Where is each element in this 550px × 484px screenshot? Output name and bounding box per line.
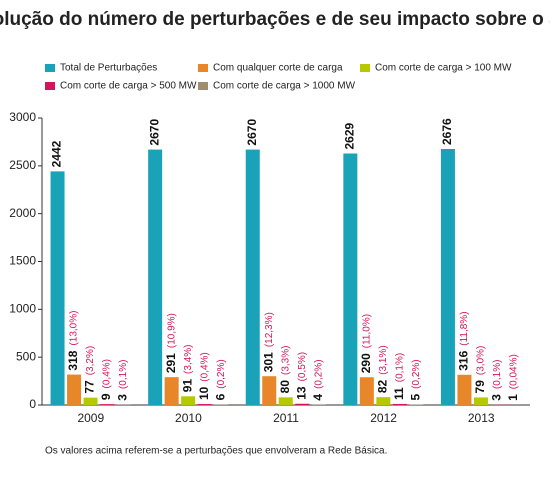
share-label: (3,1%) — [378, 345, 389, 374]
share-label: (0,2%) — [216, 359, 227, 388]
share-label: (0,1%) — [118, 360, 129, 389]
bar — [67, 375, 81, 405]
value-label: 9 — [99, 393, 113, 400]
bar — [360, 377, 374, 405]
y-tick-label: 500 — [16, 349, 36, 363]
bar — [343, 153, 357, 405]
value-label: 4 — [311, 394, 325, 401]
bar — [441, 149, 455, 405]
legend-swatch — [198, 64, 208, 72]
share-label: (0,1%) — [394, 353, 405, 382]
value-label: 77 — [83, 380, 97, 394]
footnote: Os valores acima referem-se a perturbaçõ… — [45, 446, 387, 457]
share-label: (12,3%) — [264, 312, 275, 347]
value-label: 2676 — [440, 118, 454, 145]
share-label: (3,4%) — [183, 344, 194, 373]
bar — [51, 171, 65, 405]
value-label: 5 — [409, 394, 423, 401]
value-label: 13 — [294, 386, 308, 400]
share-label: (0,04%) — [509, 354, 520, 389]
x-tick-label: 2012 — [370, 411, 397, 425]
value-label: 91 — [180, 379, 194, 393]
legend-label: Com corte de carga > 1000 MW — [213, 81, 356, 92]
value-label: 10 — [197, 386, 211, 400]
legend-label: Com qualquer corte de carga — [213, 63, 343, 74]
share-label: (11,0%) — [361, 314, 372, 348]
value-label: 316 — [457, 350, 471, 370]
y-tick-label: 2500 — [9, 158, 36, 172]
value-label: 82 — [376, 379, 390, 393]
y-tick-label: 1000 — [9, 302, 36, 316]
x-tick-label: 2009 — [77, 411, 104, 425]
value-label: 6 — [213, 393, 227, 400]
value-label: 301 — [261, 352, 275, 372]
bar — [393, 404, 407, 405]
bar — [214, 404, 228, 405]
bar — [148, 150, 162, 405]
bar — [376, 397, 390, 405]
share-label: (11,8%) — [459, 311, 470, 345]
share-label: (0,1%) — [492, 360, 503, 389]
value-label: 79 — [473, 380, 487, 394]
bar — [100, 404, 114, 405]
value-label: 80 — [278, 380, 292, 394]
value-label: 1 — [506, 394, 520, 401]
share-label: (3,2%) — [85, 346, 96, 375]
legend-swatch — [45, 82, 55, 90]
bar — [181, 396, 195, 405]
legend-label: Com corte de carga > 100 MW — [375, 63, 512, 74]
chart-title: Evolução do número de perturbações e de … — [0, 9, 550, 30]
share-label: (13,0%) — [69, 311, 80, 346]
share-label: (0,5%) — [297, 352, 308, 381]
legend-swatch — [198, 82, 208, 90]
bar — [457, 375, 471, 405]
share-label: (0,4%) — [199, 352, 210, 381]
legend-swatch — [45, 64, 55, 72]
y-tick-label: 3000 — [9, 110, 36, 124]
value-label: 3 — [116, 394, 130, 401]
bar — [84, 398, 98, 405]
value-label: 290 — [359, 353, 373, 373]
share-label: (3,3%) — [280, 346, 291, 375]
value-label: 3 — [490, 394, 504, 401]
y-tick-label: 2000 — [9, 206, 36, 220]
value-label: 318 — [66, 350, 80, 370]
value-label: 291 — [164, 353, 178, 373]
value-label: 2629 — [343, 122, 357, 149]
bar — [246, 150, 260, 405]
legend-swatch — [360, 64, 370, 72]
x-tick-label: 2010 — [175, 411, 202, 425]
bar — [295, 404, 309, 405]
x-tick-label: 2013 — [468, 411, 495, 425]
y-tick-label: 0 — [29, 397, 36, 411]
y-tick-label: 1500 — [9, 254, 36, 268]
share-label: (0,2%) — [411, 359, 422, 388]
legend-label: Com corte de carga > 500 MW — [60, 81, 197, 92]
value-label: 2670 — [147, 119, 161, 146]
value-label: 2670 — [245, 119, 259, 146]
legend-label: Total de Perturbações — [60, 63, 157, 74]
bar — [262, 376, 276, 405]
share-label: (10,9%) — [166, 313, 177, 348]
bar — [474, 397, 488, 405]
bar — [165, 377, 179, 405]
bar — [279, 397, 293, 405]
share-label: (0,2%) — [313, 359, 324, 388]
value-label: 2442 — [50, 140, 64, 167]
share-label: (0,4%) — [102, 359, 113, 388]
value-label: 11 — [392, 387, 406, 400]
bar — [198, 404, 212, 405]
share-label: (3,0%) — [476, 346, 487, 375]
x-tick-label: 2011 — [273, 411, 299, 425]
